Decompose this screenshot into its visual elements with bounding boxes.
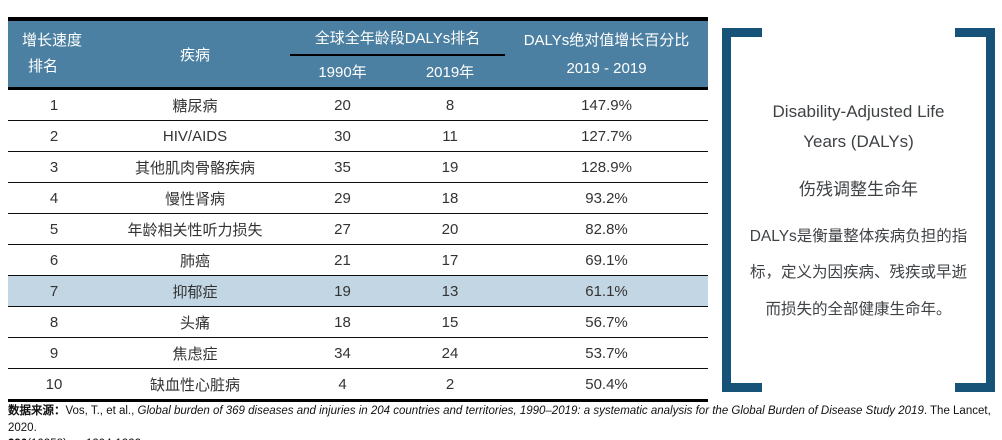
cell-1990: 19 (334, 282, 351, 300)
cell-disease: 缺血性心脏病 (149, 376, 240, 394)
cell-disease: 头痛 (179, 314, 210, 332)
cell-2019: 2 (445, 375, 455, 393)
cell-1990: 18 (334, 313, 351, 331)
cell-pct: 69.1% (585, 251, 628, 269)
table-body: 1 糖尿病 20 8 147.9% 2 HIV/AIDS 30 11 127.7… (8, 89, 709, 401)
citation-authors: Vos, T., et al., (65, 405, 138, 417)
data-source-citation: 数据来源：Vos, T., et al., Global burden of 3… (8, 403, 998, 440)
citation-line1: 数据来源：Vos, T., et al., Global burden of 3… (8, 403, 998, 436)
panel-subtitle: 伤残调整生命年 (799, 179, 918, 199)
citation-journal: . The Lancet, 2020. (8, 405, 991, 434)
column-header-1990: 1990年 (290, 55, 395, 89)
cell-2019: 17 (441, 251, 459, 269)
cell-1990: 29 (334, 189, 351, 207)
column-header-rank: 增长速度 排名 (8, 19, 100, 89)
table-row: 9 焦虑症 34 24 53.7% (8, 337, 709, 369)
table-row: 10 缺血性心脏病 4 2 50.4% (8, 368, 709, 401)
cell-pct: 50.4% (585, 375, 628, 393)
cell-disease: 慢性肾病 (164, 190, 225, 208)
cell-1990: 34 (334, 344, 351, 362)
table-row-highlighted: 7 抑郁症 19 13 61.1% (8, 275, 709, 307)
panel-title: Disability-Adjusted Life Years (DALYs) (773, 92, 945, 162)
cell-pct: 128.9% (581, 158, 632, 176)
cell-2019: 19 (441, 158, 459, 176)
cell-rank: 1 (49, 96, 59, 114)
table-row: 5 年龄相关性听力损失 27 20 82.8% (8, 213, 709, 245)
panel-description: DALYs是衡量整体疾病负担的指 标，定义为因疾病、残疾或早逝 而损失的全部健康… (750, 219, 968, 328)
column-header-pct-line1: DALYs绝对值增长百分比 (523, 32, 690, 49)
cell-rank: 5 (49, 220, 59, 238)
cell-1990: 20 (334, 96, 351, 114)
panel-description-line1: DALYs是衡量整体疾病负担的指 (749, 227, 968, 245)
cell-2019: 8 (445, 96, 455, 114)
cell-2019: 11 (442, 127, 458, 145)
cell-disease: HIV/AIDS (162, 127, 228, 145)
cell-2019: 24 (441, 344, 459, 362)
left-bracket-decoration (722, 28, 762, 392)
cell-rank: 2 (49, 127, 59, 145)
column-header-pct-growth: DALYs绝对值增长百分比 2019 - 2019 (505, 19, 709, 89)
cell-disease: 其他肌肉骨骼疾病 (134, 159, 255, 177)
cell-disease: 年龄相关性听力损失 (127, 221, 263, 239)
cell-rank: 6 (49, 251, 59, 269)
header-row-years: 1990年 2019年 (8, 55, 708, 89)
citation-line2: 396(10258): p. 1204-1222. (8, 436, 998, 440)
cell-2019: 18 (441, 189, 459, 207)
citation-article-title: Global burden of 369 diseases and injuri… (137, 405, 924, 417)
panel-content: Disability-Adjusted Life Years (DALYs) 伤… (722, 28, 995, 392)
table-row: 3 其他肌肉骨骼疾病 35 19 128.9% (8, 151, 709, 183)
cell-pct: 61.1% (585, 282, 628, 300)
table-row: 1 糖尿病 20 8 147.9% (8, 89, 708, 121)
cell-1990: 4 (338, 375, 347, 393)
panel-title-line2: Years (DALYs) (803, 131, 914, 151)
cell-1990: 30 (334, 127, 351, 145)
cell-1990: 27 (334, 220, 351, 238)
cell-2019: 13 (441, 282, 459, 300)
table-row: 4 慢性肾病 29 18 93.2% (8, 182, 709, 214)
panel-title-line1: Disability-Adjusted Life (772, 101, 945, 121)
table-header: 增长速度 排名 疾病 全球全年龄段DALYs排名 DALYs绝对值增长百分比 2… (8, 19, 709, 89)
column-header-rank-line1: 增长速度 (22, 32, 83, 49)
cell-rank: 10 (45, 375, 63, 393)
cell-rank: 3 (49, 158, 59, 176)
column-header-dalys-rank-group: 全球全年龄段DALYs排名 (290, 19, 506, 56)
column-header-rank-line2: 排名 (28, 58, 59, 75)
citation-volume: 396 (8, 438, 27, 440)
panel-description-line2: 标，定义为因疾病、残疾或早逝 (749, 264, 967, 282)
cell-disease: 糖尿病 (172, 97, 218, 115)
cell-rank: 8 (49, 313, 59, 331)
cell-pct: 53.7% (585, 344, 628, 362)
citation-pages: (10258): p. 1204-1222. (27, 438, 144, 440)
table-row: 8 头痛 18 15 56.7% (8, 306, 709, 338)
cell-pct: 147.9% (581, 96, 632, 114)
column-header-disease: 疾病 (100, 19, 290, 89)
cell-pct: 127.7% (581, 127, 632, 145)
cell-disease: 焦虑症 (172, 345, 218, 363)
cell-disease: 抑郁症 (172, 283, 218, 301)
cell-1990: 21 (334, 251, 351, 269)
cell-1990: 35 (334, 158, 351, 176)
table-row: 2 HIV/AIDS 30 11 127.7% (8, 120, 709, 152)
cell-pct: 82.8% (585, 220, 628, 238)
source-label: 数据来源： (8, 405, 66, 417)
panel-description-line3: 而损失的全部健康生命年。 (765, 300, 952, 318)
daly-table: 增长速度 排名 疾病 全球全年龄段DALYs排名 DALYs绝对值增长百分比 2… (8, 17, 709, 402)
table-row: 6 肺癌 21 17 69.1% (8, 244, 709, 276)
column-header-pct-line2: 2019 - 2019 (566, 60, 647, 77)
cell-rank: 9 (49, 344, 59, 362)
cell-pct: 93.2% (585, 189, 628, 207)
cell-rank: 7 (49, 282, 59, 300)
column-header-2019: 2019年 (395, 55, 506, 89)
cell-2019: 20 (441, 220, 459, 238)
cell-disease: 肺癌 (179, 252, 210, 270)
cell-rank: 4 (49, 189, 59, 207)
header-row-group: 增长速度 排名 疾病 全球全年龄段DALYs排名 DALYs绝对值增长百分比 2… (8, 19, 709, 89)
cell-pct: 56.7% (585, 313, 628, 331)
cell-2019: 15 (441, 313, 459, 331)
dalys-definition-panel: Disability-Adjusted Life Years (DALYs) 伤… (722, 28, 995, 392)
right-bracket-decoration (955, 28, 995, 392)
